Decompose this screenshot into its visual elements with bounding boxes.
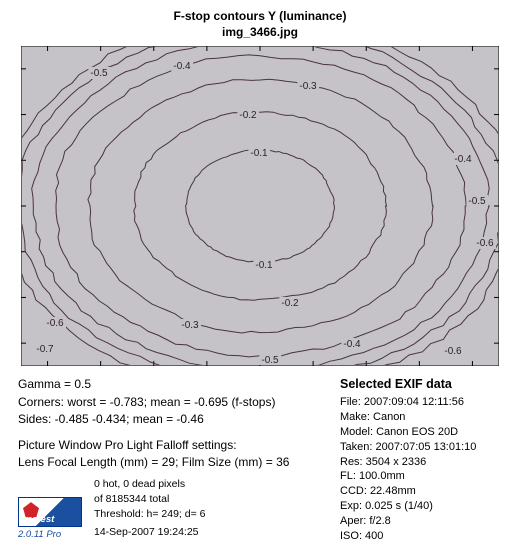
svg-text:-0.1: -0.1: [250, 148, 268, 159]
svg-text:-0.5: -0.5: [468, 196, 486, 207]
imatest-logo: Imatest 2.0.11 Pro: [18, 497, 82, 540]
exif-taken: Taken: 2007:07:05 13:01:10: [340, 440, 510, 455]
svg-text:-0.4: -0.4: [454, 154, 472, 165]
falloff-title: Picture Window Pro Light Falloff setting…: [18, 437, 320, 454]
exif-file: File: 2007:09:04 12:11:56: [340, 395, 510, 410]
stats-hot-dead: 0 hot, 0 dead pixels: [94, 477, 206, 492]
exif-ccd: CCD: 22.48mm: [340, 484, 510, 499]
logo-caption: 2.0.11 Pro: [18, 529, 82, 540]
svg-text:-0.6: -0.6: [476, 238, 494, 249]
svg-text:-0.3: -0.3: [181, 320, 199, 331]
exif-aper: Aper: f/2.8: [340, 514, 510, 529]
svg-text:-0.6: -0.6: [46, 318, 64, 329]
exif-header: Selected EXIF data: [340, 376, 510, 393]
exif-make: Make: Canon: [340, 410, 510, 425]
svg-text:-0.1: -0.1: [255, 260, 273, 271]
svg-text:-0.7: -0.7: [36, 344, 54, 355]
exif-iso: ISO: 400: [340, 529, 510, 544]
falloff-line: Lens Focal Length (mm) = 29; Film Size (…: [18, 454, 320, 471]
timestamp: 14-Sep-2007 19:24:25: [94, 525, 206, 540]
svg-text:-0.2: -0.2: [281, 298, 299, 309]
exif-fl: FL: 100.0mm: [340, 469, 510, 484]
exif-panel: Selected EXIF data File: 2007:09:04 12:1…: [340, 366, 520, 543]
logo-text: Imatest: [21, 514, 54, 525]
corners-line: Corners: worst = -0.783; mean = -0.695 (…: [18, 394, 320, 411]
exif-exp: Exp: 0.025 s (1/40): [340, 499, 510, 514]
gamma-line: Gamma = 0.5: [18, 376, 320, 393]
chart-title-1: F-stop contours Y (luminance): [0, 8, 520, 24]
svg-text:-0.4: -0.4: [343, 339, 361, 350]
svg-text:-0.5: -0.5: [90, 68, 108, 79]
chart-title-2: img_3466.jpg: [0, 24, 520, 40]
stats-threshold: Threshold: h= 249; d= 6: [94, 507, 206, 522]
footer-stats: 0 hot, 0 dead pixels of 8185344 total Th…: [94, 477, 206, 540]
svg-text:-0.4: -0.4: [173, 61, 191, 72]
exif-model: Model: Canon EOS 20D: [340, 425, 510, 440]
analysis-text: Gamma = 0.5 Corners: worst = -0.783; mea…: [0, 366, 320, 471]
svg-text:-0.3: -0.3: [299, 81, 317, 92]
stats-total: of 8185344 total: [94, 492, 206, 507]
sides-line: Sides: -0.485 -0.434; mean = -0.46: [18, 411, 320, 428]
svg-text:-0.2: -0.2: [239, 110, 257, 121]
contour-chart: -0.1 -0.2 -0.3 -0.4 -0.5 -0.1 -0.2 -0.3 -0.4 -0.5…: [21, 46, 499, 366]
svg-text:-0.5: -0.5: [261, 355, 279, 366]
exif-res: Res: 3504 x 2336: [340, 455, 510, 470]
svg-text:-0.6: -0.6: [444, 346, 462, 357]
